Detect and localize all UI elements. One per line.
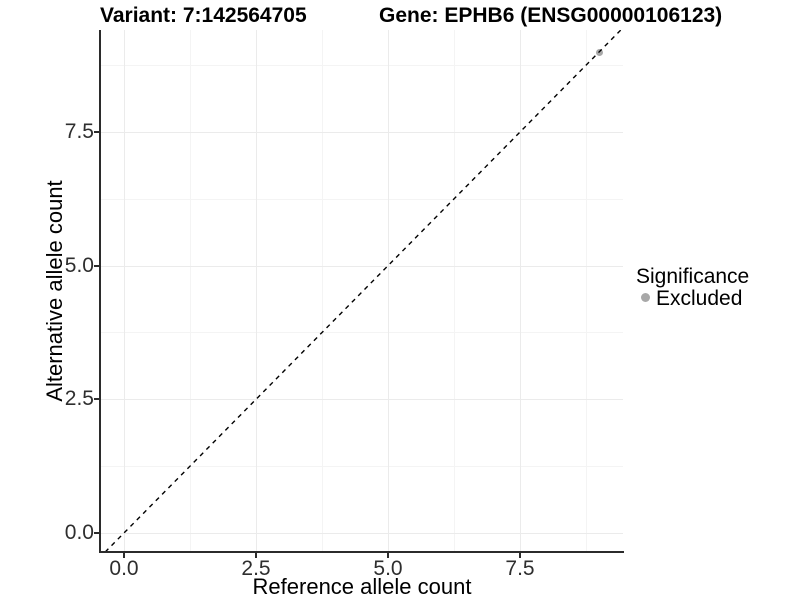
gridline-x-major	[124, 30, 125, 552]
x-tick-label: 7.5	[505, 557, 535, 580]
gridline-x-major	[520, 30, 521, 552]
x-axis-line	[99, 551, 624, 553]
x-tick-label: 5.0	[373, 557, 403, 580]
y-tick-label: 7.5	[64, 120, 94, 143]
gridline-x-minor	[322, 30, 323, 552]
gene-title: Gene: EPHB6 (ENSG00000106123)	[379, 4, 723, 27]
gridline-y-major	[100, 533, 623, 534]
gridline-x-major	[256, 30, 257, 552]
gridline-y-major	[100, 399, 623, 400]
legend-title: Significance	[636, 265, 750, 288]
y-tick-mark	[94, 265, 99, 267]
identity-line-layer	[104, 30, 622, 552]
gridline-y-major	[100, 266, 623, 267]
identity-dashed-line	[104, 30, 622, 552]
x-tick-mark	[123, 553, 125, 558]
y-tick-mark	[94, 398, 99, 400]
gridline-y-major	[100, 132, 623, 133]
gridline-x-major	[388, 30, 389, 552]
y-tick-mark	[94, 131, 99, 133]
x-tick-mark	[519, 553, 521, 558]
gridline-y-minor	[100, 199, 623, 200]
y-tick-label: 2.5	[64, 387, 94, 410]
gridline-y-minor	[100, 65, 623, 66]
gridline-x-minor	[190, 30, 191, 552]
legend-key-dot	[641, 293, 650, 302]
y-tick-label: 0.0	[64, 521, 94, 544]
x-tick-label: 2.5	[241, 557, 271, 580]
gridline-y-minor	[100, 332, 623, 333]
x-tick-mark	[387, 553, 389, 558]
gridline-x-minor	[454, 30, 455, 552]
y-axis-title-text: Alternative allele count	[42, 180, 67, 402]
y-tick-mark	[94, 532, 99, 534]
gridline-x-minor	[586, 30, 587, 552]
variant-title: Variant: 7:142564705	[100, 4, 307, 27]
gridline-y-minor	[100, 466, 623, 467]
y-axis-line	[99, 30, 101, 553]
x-axis-title: Reference allele count	[252, 574, 472, 599]
x-tick-mark	[255, 553, 257, 558]
y-tick-label: 5.0	[64, 254, 94, 277]
legend-item-label: Excluded	[656, 287, 743, 310]
x-tick-label: 0.0	[109, 557, 139, 580]
